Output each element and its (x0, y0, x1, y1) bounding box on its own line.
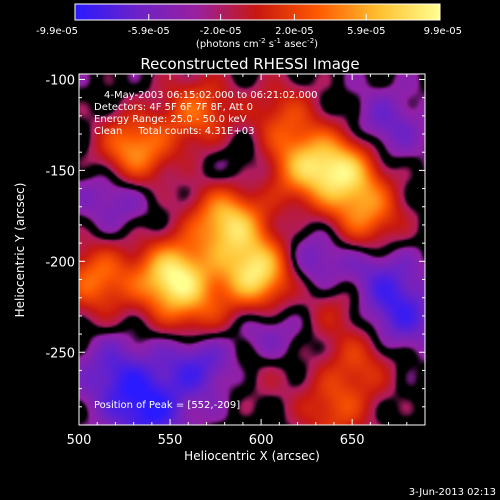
y-tick-label: -200 (45, 255, 75, 270)
peak-position-label: Position of Peak = [552,-209] (94, 400, 240, 411)
y-tick-label: -150 (45, 164, 75, 179)
colorbar-tick-label: 2.0e-05 (275, 26, 313, 37)
heatmap-image (79, 74, 425, 425)
x-tick-label: 650 (340, 433, 365, 448)
colorbar-unit-label: (photons cm-2 s-1 asec-2) (196, 37, 318, 50)
colorbar-tick-label: -5.9e-05 (128, 26, 170, 37)
colorbar-tick-label: 9.9e-05 (424, 26, 462, 37)
x-tick-label: 550 (158, 433, 183, 448)
colorbar-gradient (75, 4, 440, 20)
x-axis-label: Heliocentric X (arcsec) (184, 449, 320, 463)
y-axis-label: Heliocentric Y (arcsec) (13, 183, 27, 318)
annotation-detectors: Detectors: 4F 5F 6F 7F 8F, Att 0 (94, 102, 253, 113)
colorbar-tick-label: -9.9e-05 (36, 26, 78, 37)
annotation-total-counts: Clean Total counts: 4.31E+03 (94, 126, 254, 137)
colorbar-tick-label: -2.0e-05 (200, 26, 242, 37)
y-tick-label: -100 (45, 73, 75, 88)
annotations: 4-May-2003 06:15:02.000 to 06:21:02.000 … (94, 90, 317, 411)
plot-frame (78, 73, 426, 426)
x-tick-label: 600 (249, 433, 274, 448)
plot-area (78, 73, 426, 426)
axes: 500 550 600 650 -100 -150 -200 -250 (45, 73, 425, 448)
x-tick-label: 500 (67, 433, 92, 448)
y-tick-label: -250 (45, 346, 75, 361)
chart-title: Reconstructed RHESSI Image (140, 55, 359, 73)
timestamp: 3-Jun-2013 02:13 (409, 487, 496, 498)
colorbar-ticks: -9.9e-05 -5.9e-05 -2.0e-05 2.0e-05 5.9e-05 9.… (36, 14, 462, 37)
colorbar-frame (74, 3, 441, 21)
annotation-time-range: 4-May-2003 06:15:02.000 to 06:21:02.000 (104, 90, 317, 101)
annotation-energy-range: Energy Range: 25.0 - 50.0 keV (94, 114, 247, 125)
colorbar: -9.9e-05 -5.9e-05 -2.0e-05 2.0e-05 5.9e-05 9.… (36, 3, 462, 50)
colorbar-tick-label: 5.9e-05 (347, 26, 385, 37)
